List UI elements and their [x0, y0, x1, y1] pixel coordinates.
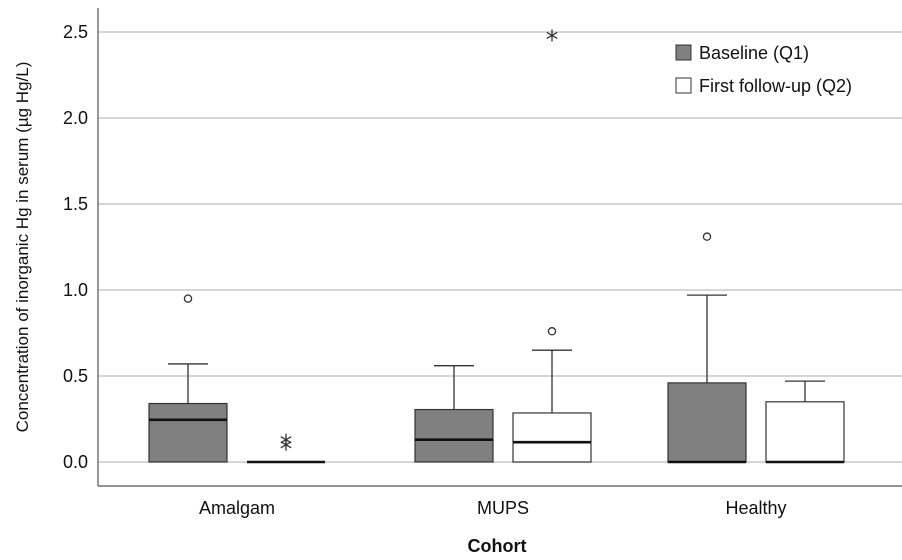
outlier-circle: [183, 294, 193, 303]
grid-lines: [98, 31, 902, 463]
box-baseline-amalgam: [148, 294, 228, 463]
legend-label-baseline: Baseline (Q1): [699, 43, 809, 63]
y-tick-label: 1.0: [63, 280, 88, 300]
y-tick-label: 2.0: [63, 108, 88, 128]
box-body: [148, 402, 228, 463]
box-body: [667, 382, 747, 463]
legend-label-followup: First follow-up (Q2): [699, 76, 852, 96]
outlier-star: [546, 29, 558, 42]
outlier-star-stroke: [280, 441, 292, 449]
x-category-label: Healthy: [725, 498, 786, 518]
box-followup-amalgam: [247, 433, 325, 464]
box-series: [148, 29, 845, 464]
y-tick-label: 2.5: [63, 22, 88, 42]
category-labels: Amalgam MUPS Healthy: [199, 498, 787, 518]
y-tick-label: 0.5: [63, 366, 88, 386]
y-axis-title: Concentration of inorganic Hg in serum (…: [13, 62, 32, 433]
legend: Baseline (Q1) First follow-up (Q2): [675, 43, 852, 96]
y-tick-label: 0.0: [63, 452, 88, 472]
box-baseline-healthy: [667, 232, 747, 464]
box-body: [414, 408, 494, 463]
box-body: [512, 412, 592, 463]
x-category-label: Amalgam: [199, 498, 275, 518]
x-axis-title: Cohort: [468, 536, 527, 556]
box-baseline-mups: [414, 365, 494, 463]
legend-swatch-baseline: [675, 44, 692, 61]
outlier-circle: [547, 327, 557, 336]
box-body: [765, 401, 845, 463]
x-category-label: MUPS: [477, 498, 529, 518]
outlier-circle: [702, 232, 712, 241]
legend-swatch-followup: [675, 77, 692, 94]
box-followup-mups: [512, 29, 592, 463]
y-tick-label: 1.5: [63, 194, 88, 214]
box-followup-healthy: [765, 380, 845, 464]
outlier-star-stroke: [546, 31, 558, 40]
y-tick-labels: 0.0 0.5 1.0 1.5 2.0 2.5: [63, 22, 88, 472]
outlier-star: [280, 438, 292, 451]
